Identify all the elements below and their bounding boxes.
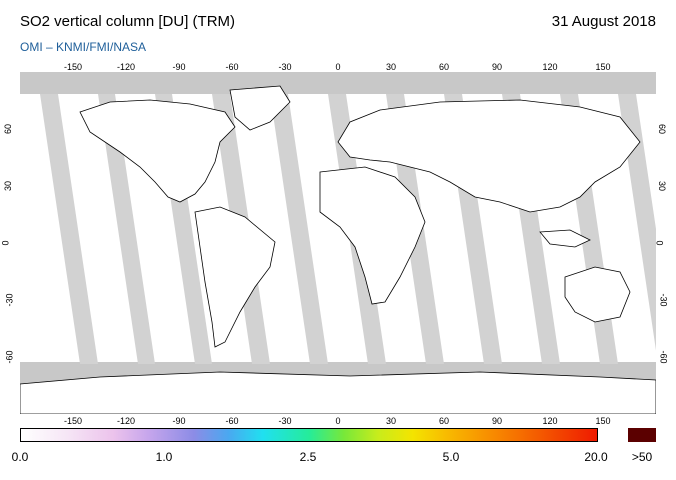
lon-tick-bottom: 0 — [335, 416, 341, 426]
lon-tick-top: 120 — [542, 62, 558, 72]
lat-tick-right: 0 — [654, 240, 665, 246]
lon-tick-bottom: 30 — [385, 416, 397, 426]
colorbar-label: 5.0 — [442, 450, 460, 464]
colorbar-label: 2.5 — [299, 450, 317, 464]
lon-tick-top: -120 — [116, 62, 136, 72]
lon-tick-top: -30 — [278, 62, 292, 72]
lat-tick-left: 30 — [3, 180, 14, 192]
lon-tick-bottom: 120 — [542, 416, 558, 426]
lat-tick-left: 60 — [3, 123, 14, 135]
lon-tick-top: 30 — [385, 62, 397, 72]
colorbar-label: 20.0 — [584, 450, 608, 464]
continents — [20, 85, 656, 414]
lat-tick-right: 30 — [657, 180, 668, 192]
greenland — [229, 85, 291, 131]
lon-tick-top: -150 — [63, 62, 83, 72]
orbit-gap — [98, 94, 155, 364]
maritime-continent — [539, 229, 591, 248]
credit-label: OMI – KNMI/FMI/NASA — [20, 40, 147, 54]
south-america — [194, 206, 276, 348]
date-label: 31 August 2018 — [551, 13, 656, 30]
colorbar-overflow-swatch — [628, 428, 656, 442]
colorbar-label: 1.0 — [155, 450, 173, 464]
lat-tick-right: -30 — [658, 293, 669, 307]
lon-tick-top: 60 — [438, 62, 450, 72]
lon-tick-bottom: 60 — [438, 416, 450, 426]
colorbar — [20, 428, 598, 442]
antarctica — [20, 371, 656, 414]
so2-map — [20, 72, 656, 414]
australia — [564, 266, 631, 323]
lon-tick-bottom: -60 — [225, 416, 239, 426]
lon-tick-bottom: 150 — [595, 416, 611, 426]
colorbar-label: 0.0 — [11, 450, 29, 464]
lat-tick-left: -30 — [4, 293, 15, 307]
lon-tick-bottom: -120 — [116, 416, 136, 426]
orbit-gap — [270, 94, 328, 364]
lon-tick-bottom: -150 — [63, 416, 83, 426]
north-america — [79, 99, 236, 203]
lon-tick-top: -60 — [225, 62, 239, 72]
lon-tick-bottom: -90 — [172, 416, 186, 426]
lat-tick-right: -60 — [658, 350, 669, 364]
lon-tick-top: 90 — [491, 62, 503, 72]
lon-tick-bottom: -30 — [278, 416, 292, 426]
eurasia — [337, 99, 641, 213]
lon-tick-top: -90 — [172, 62, 186, 72]
lon-tick-top: 150 — [595, 62, 611, 72]
lat-tick-left: 0 — [0, 240, 11, 246]
page-title: SO2 vertical column [DU] (TRM) — [20, 13, 236, 30]
africa — [319, 166, 426, 305]
no-data-north — [20, 72, 656, 94]
lon-tick-top: 0 — [335, 62, 341, 72]
lat-tick-left: -60 — [4, 350, 15, 364]
lon-tick-bottom: 90 — [491, 416, 503, 426]
orbit-gap — [40, 94, 98, 364]
lat-tick-right: 60 — [657, 123, 668, 135]
colorbar-overflow-label: >50 — [631, 450, 653, 464]
